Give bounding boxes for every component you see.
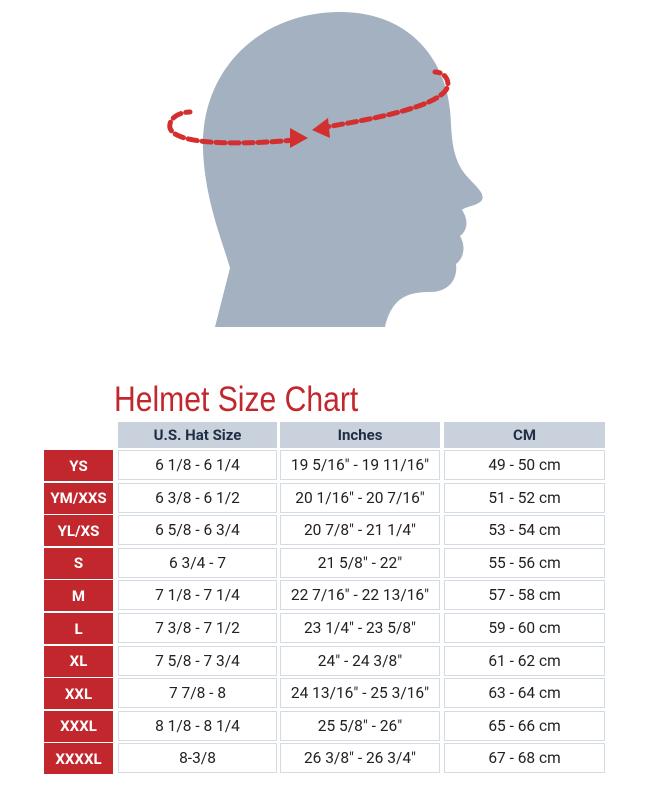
header-hat-size: U.S. Hat Size xyxy=(118,422,277,448)
size-label: YS xyxy=(44,450,113,481)
inches-cell: 24" - 24 3/8" xyxy=(280,645,440,676)
hat-size-cell: 6 3/8 - 6 1/2 xyxy=(118,482,277,513)
inches-cell: 25 5/8" - 26" xyxy=(280,710,440,741)
hat-size-cell: 8-3/8 xyxy=(118,743,277,774)
inches-cell: 22 7/16" - 22 13/16" xyxy=(280,580,440,611)
cm-cell: 67 - 68 cm xyxy=(444,743,605,774)
inches-cell: 21 5/8" - 22" xyxy=(280,547,440,578)
hat-size-cell: 7 3/8 - 7 1/2 xyxy=(118,613,277,643)
cm-cell: 61 - 62 cm xyxy=(444,645,605,676)
header-inches: Inches xyxy=(280,422,440,448)
cm-cell: 57 - 58 cm xyxy=(444,580,605,611)
hat-size-cell: 7 7/8 - 8 xyxy=(118,678,277,709)
hat-size-cell: 6 1/8 - 6 1/4 xyxy=(118,450,277,480)
inches-cell: 20 7/8" - 21 1/4" xyxy=(280,515,440,546)
inches-cell: 20 1/16" - 20 7/16" xyxy=(280,482,440,513)
hat-size-cell: 8 1/8 - 8 1/4 xyxy=(118,710,277,741)
head-measurement-icon xyxy=(167,12,483,327)
chart-title: Helmet Size Chart xyxy=(114,380,359,419)
head-silhouette xyxy=(202,12,483,327)
size-label: YL/XS xyxy=(44,515,113,547)
inches-cell: 26 3/8" - 26 3/4" xyxy=(280,743,440,774)
cm-cell: 59 - 60 cm xyxy=(444,613,605,643)
size-label: XL xyxy=(44,645,113,677)
cm-cell: 49 - 50 cm xyxy=(444,450,605,480)
size-label: M xyxy=(44,580,113,612)
inches-cell: 19 5/16" - 19 11/16" xyxy=(280,450,440,480)
cm-cell: 65 - 66 cm xyxy=(444,710,605,741)
size-label: XXL xyxy=(44,678,113,710)
header-cm: CM xyxy=(444,422,605,448)
size-label: YM/XXS xyxy=(44,482,113,514)
size-label: XXXXL xyxy=(44,743,113,775)
cm-cell: 51 - 52 cm xyxy=(444,482,605,513)
hat-size-cell: 6 3/4 - 7 xyxy=(118,547,277,578)
cm-cell: 55 - 56 cm xyxy=(444,547,605,578)
hat-size-cell: 7 1/8 - 7 1/4 xyxy=(118,580,277,611)
inches-cell: 24 13/16" - 25 3/16" xyxy=(280,678,440,709)
size-label: L xyxy=(44,613,113,644)
cm-cell: 63 - 64 cm xyxy=(444,678,605,709)
hat-size-cell: 7 5/8 - 7 3/4 xyxy=(118,645,277,676)
size-label: S xyxy=(44,547,113,579)
inches-cell: 23 1/4" - 23 5/8" xyxy=(280,613,440,643)
size-label: XXXL xyxy=(44,710,113,742)
cm-cell: 53 - 54 cm xyxy=(444,515,605,546)
hat-size-cell: 6 5/8 - 6 3/4 xyxy=(118,515,277,546)
